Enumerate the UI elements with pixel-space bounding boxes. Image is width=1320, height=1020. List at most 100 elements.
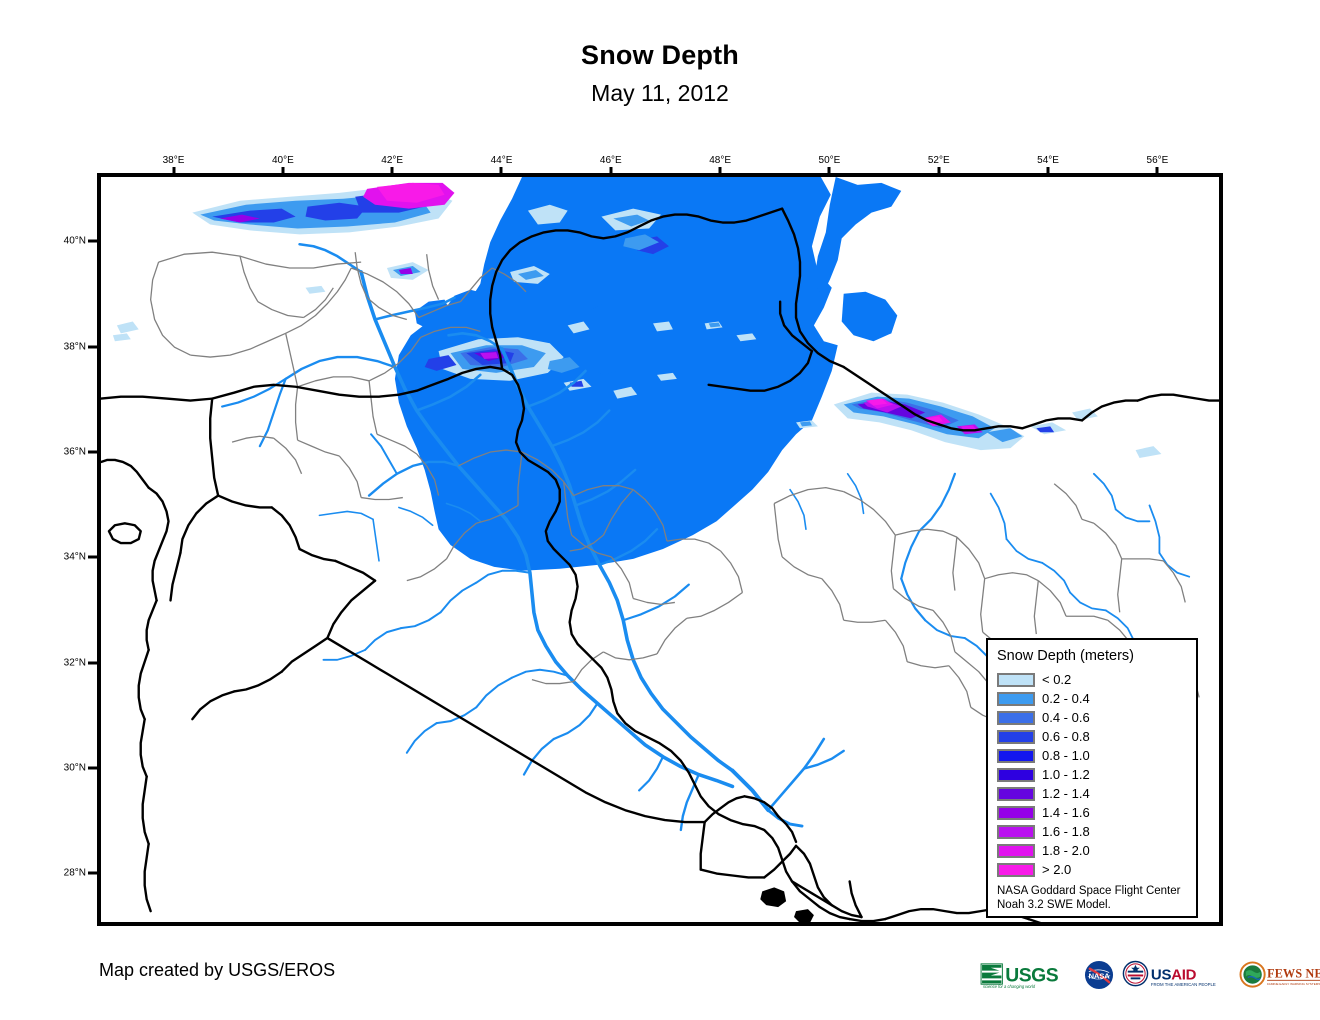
lat-tick-label: 38°N xyxy=(63,341,86,353)
legend-row: 1.2 - 1.4 xyxy=(997,784,1187,803)
lake-urmia xyxy=(585,301,632,375)
lat-tick-label: 28°N xyxy=(63,867,86,879)
snow-khorasan xyxy=(1072,408,1162,458)
legend-color-swatch xyxy=(997,862,1035,877)
legend-row: 1.4 - 1.6 xyxy=(997,803,1187,822)
lon-tick-label: 46°E xyxy=(599,155,622,166)
country-borders xyxy=(101,207,1219,922)
legend-label: 0.4 - 0.6 xyxy=(1042,710,1090,725)
nasa-logo[interactable]: NASA xyxy=(1084,960,1114,990)
usaid-logo[interactable]: USAID FROM THE AMERICAN PEOPLE xyxy=(1121,960,1232,990)
legend-label: 0.2 - 0.4 xyxy=(1042,691,1090,706)
lat-tick-mark xyxy=(88,450,97,454)
caspian-kara-bogaz xyxy=(841,291,898,342)
lon-tick-label: 42°E xyxy=(381,155,404,166)
svg-text:NASA: NASA xyxy=(1089,971,1111,980)
legend-color-swatch xyxy=(997,843,1035,858)
legend-label: > 2.0 xyxy=(1042,862,1072,877)
lon-tick-mark xyxy=(827,167,831,175)
svg-text:FEWS NET: FEWS NET xyxy=(1267,966,1320,980)
legend-row: 1.6 - 1.8 xyxy=(997,822,1187,841)
legend-label: 0.6 - 0.8 xyxy=(1042,729,1090,744)
lon-tick-mark xyxy=(1155,167,1159,175)
svg-text:FAMINE EARLY WARNING SYSTEMS N: FAMINE EARLY WARNING SYSTEMS NETWORK xyxy=(1267,982,1320,986)
lon-tick-mark xyxy=(172,167,176,175)
lat-tick-label: 34°N xyxy=(63,551,86,563)
svg-text:USAID: USAID xyxy=(1151,966,1197,983)
lat-tick-label: 30°N xyxy=(63,762,86,774)
title-block: Snow Depth May 11, 2012 xyxy=(0,38,1320,108)
legend-row: 1.8 - 2.0 xyxy=(997,841,1187,860)
legend-label: 1.4 - 1.6 xyxy=(1042,805,1090,820)
lon-tick-label: 38°E xyxy=(162,155,185,166)
legend-row: 0.2 - 0.4 xyxy=(997,689,1187,708)
lake-van xyxy=(444,289,497,328)
legend-label: 1.6 - 1.8 xyxy=(1042,824,1090,839)
svg-text:USGS: USGS xyxy=(1005,964,1058,986)
coastal-detail xyxy=(760,887,814,922)
svg-text:FROM THE AMERICAN PEOPLE: FROM THE AMERICAN PEOPLE xyxy=(1151,982,1216,987)
map-date-subtitle: May 11, 2012 xyxy=(591,80,729,106)
lat-tick-mark xyxy=(88,345,97,349)
legend-row: 0.6 - 0.8 xyxy=(997,727,1187,746)
legend-color-swatch xyxy=(997,672,1035,687)
lon-tick-mark xyxy=(281,167,285,175)
lon-tick-label: 48°E xyxy=(709,155,732,166)
lon-tick-label: 52°E xyxy=(927,155,950,166)
legend-row: 1.0 - 1.2 xyxy=(997,765,1187,784)
legend-color-swatch xyxy=(997,710,1035,725)
map-credit: Map created by USGS/EROS xyxy=(99,960,336,980)
lat-tick-mark xyxy=(88,555,97,559)
legend-label: < 0.2 xyxy=(1042,672,1072,687)
lat-tick-mark xyxy=(88,871,97,875)
lon-tick-label: 56°E xyxy=(1146,155,1169,166)
lon-tick-mark xyxy=(390,167,394,175)
legend-label: 1.8 - 2.0 xyxy=(1042,843,1090,858)
legend-row: 0.8 - 1.0 xyxy=(997,746,1187,765)
lat-tick-label: 32°N xyxy=(63,657,86,669)
legend-color-swatch xyxy=(997,824,1035,839)
admin-boundaries xyxy=(149,251,1200,770)
fewsnet-logo[interactable]: FEWS NET FAMINE EARLY WARNING SYSTEMS NE… xyxy=(1239,960,1320,990)
lon-tick-mark xyxy=(609,167,613,175)
page-title: Snow Depth xyxy=(581,40,739,70)
svg-text:science for a changing world: science for a changing world xyxy=(983,984,1036,989)
lon-tick-label: 44°E xyxy=(490,155,513,166)
caspian-east-lobe xyxy=(813,177,902,296)
legend-label: 0.8 - 1.0 xyxy=(1042,748,1090,763)
snow-caucasus xyxy=(527,204,669,255)
snow-zagros-scatter xyxy=(112,285,757,399)
legend-row: < 0.2 xyxy=(997,670,1187,689)
usgs-logo[interactable]: USGS science for a changing world xyxy=(980,960,1077,990)
lat-tick-label: 40°N xyxy=(63,235,86,247)
logo-bar: USGS science for a changing world NASA U… xyxy=(980,956,1320,994)
legend-source-line-1: NASA Goddard Space Flight Center xyxy=(997,885,1181,897)
legend-items: < 0.2 0.2 - 0.4 0.4 - 0.6 0.6 - 0.8 0.8 - 1.… xyxy=(997,670,1187,879)
legend-color-swatch xyxy=(997,691,1035,706)
snow-lesser-caucasus xyxy=(386,262,550,284)
lat-tick-mark xyxy=(88,766,97,770)
lon-tick-mark xyxy=(499,167,503,175)
lon-tick-label: 54°E xyxy=(1037,155,1059,166)
snow-pontic-belt xyxy=(192,182,455,235)
legend-color-swatch xyxy=(997,767,1035,782)
lon-tick-mark xyxy=(937,167,941,175)
lon-tick-label: 40°E xyxy=(271,155,294,166)
legend-panel[interactable]: Snow Depth (meters) < 0.2 0.2 - 0.4 0.4 - … xyxy=(986,638,1198,918)
map-canvas[interactable] xyxy=(97,173,1223,926)
legend-color-swatch xyxy=(997,729,1035,744)
legend-label: 1.0 - 1.2 xyxy=(1042,767,1090,782)
legend-color-swatch xyxy=(997,805,1035,820)
map-graphics xyxy=(101,177,1219,922)
legend-title: Snow Depth (meters) xyxy=(997,648,1134,664)
legend-row: > 2.0 xyxy=(997,860,1187,879)
legend-color-swatch xyxy=(997,748,1035,763)
lat-tick-mark xyxy=(88,239,97,243)
lat-tick-label: 36°N xyxy=(63,446,86,458)
lon-tick-mark xyxy=(1046,167,1050,175)
legend-color-swatch xyxy=(997,786,1035,801)
lon-tick-label: 50°E xyxy=(818,155,841,166)
legend-label: 1.2 - 1.4 xyxy=(1042,786,1090,801)
lat-tick-mark xyxy=(88,661,97,665)
legend-source-line-2: Noah 3.2 SWE Model. xyxy=(997,898,1111,911)
